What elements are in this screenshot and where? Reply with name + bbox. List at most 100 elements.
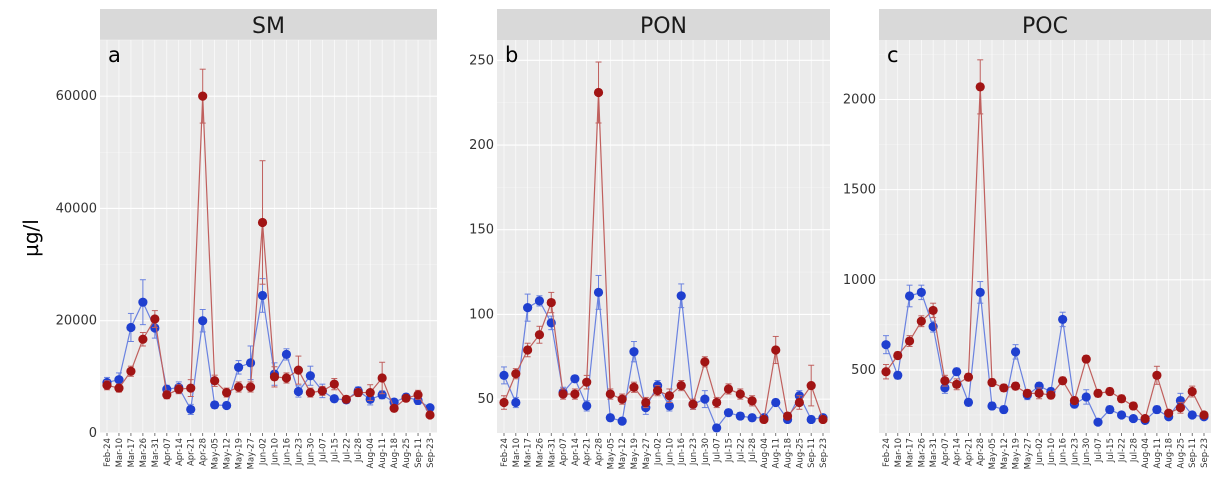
data-point (1164, 408, 1174, 418)
data-point (747, 413, 757, 423)
data-point (377, 390, 387, 400)
data-point (582, 377, 592, 387)
x-tick-label: Sep-11 (414, 438, 424, 468)
data-point (546, 297, 556, 308)
data-point (389, 403, 399, 413)
data-point (782, 411, 793, 421)
x-tick-label: Jun-16 (282, 438, 292, 466)
data-point (341, 394, 351, 404)
data-point (222, 400, 232, 411)
data-point (126, 322, 136, 333)
x-tick-label: Mar-26 (139, 438, 149, 467)
data-point (210, 400, 220, 410)
x-tick-label: Mar-26 (917, 438, 927, 467)
series-line (885, 86, 1205, 420)
panel-background (100, 40, 437, 433)
data-point (198, 316, 208, 326)
data-point (759, 414, 769, 425)
data-point (558, 389, 568, 399)
data-point (605, 389, 615, 399)
data-point (916, 287, 926, 297)
y-tick-label: 0 (89, 426, 97, 441)
x-tick-label: May-27 (642, 438, 652, 469)
data-point (1105, 404, 1115, 415)
x-tick-label: May-19 (1012, 438, 1022, 469)
data-point (499, 370, 509, 381)
data-point (605, 413, 615, 423)
data-point (1105, 386, 1115, 397)
x-tick-label: May-12 (223, 438, 233, 469)
x-tick-label: Apr-14 (175, 438, 185, 466)
data-point (174, 384, 184, 394)
data-point (1187, 386, 1197, 397)
facet-title: PON (640, 14, 687, 39)
y-tick-label: 40000 (56, 201, 97, 216)
data-point (582, 401, 592, 411)
x-tick-label: Mar-10 (115, 438, 125, 467)
x-tick-label: Jun-02 (259, 438, 269, 466)
data-point (1175, 403, 1186, 413)
data-point (401, 393, 411, 403)
facet-title: POC (1022, 14, 1068, 39)
x-tick-label: Mar-26 (535, 438, 545, 467)
data-point (771, 345, 781, 355)
data-point (523, 303, 533, 313)
series-line (503, 292, 824, 430)
x-tick-label: Apr-07 (163, 438, 173, 466)
x-tick-label: Mar-17 (524, 438, 534, 467)
y-tick-label: 100 (469, 307, 494, 322)
panel-letter: a (108, 43, 121, 67)
x-tick-label: Apr-28 (595, 438, 605, 466)
x-tick-label: May-05 (211, 438, 221, 469)
panel-background (497, 40, 830, 433)
x-tick-label: May-27 (247, 438, 257, 469)
data-point (1081, 354, 1091, 364)
data-point (1128, 401, 1138, 411)
data-point (329, 379, 339, 389)
data-point (425, 410, 435, 420)
x-tick-label: Apr-07 (941, 438, 951, 466)
y-tick-label: 2000 (843, 92, 876, 107)
data-point (1022, 388, 1032, 398)
x-tick-label: Mar-31 (151, 438, 161, 467)
data-point (210, 376, 220, 386)
data-point (257, 290, 268, 301)
data-point (102, 380, 112, 390)
data-point (1010, 381, 1021, 391)
y-tick-label: 1000 (843, 273, 876, 288)
data-point (723, 384, 734, 394)
data-point (963, 397, 974, 407)
data-point (293, 365, 304, 375)
x-tick-label: Mar-10 (894, 438, 904, 467)
x-tick-label: Jul-22 (736, 438, 746, 463)
data-point (723, 408, 734, 418)
data-point (794, 397, 804, 408)
data-point (1140, 413, 1150, 424)
data-point (1010, 347, 1021, 357)
data-point (712, 423, 722, 433)
data-point (570, 389, 580, 399)
data-point (377, 373, 387, 383)
data-point (987, 377, 997, 388)
facet-strip (879, 9, 1211, 40)
data-point (257, 217, 268, 228)
data-point (806, 414, 816, 425)
x-tick-label: Aug-04 (760, 438, 770, 468)
x-tick-label: May-19 (235, 438, 245, 469)
x-tick-label: Aug-25 (1176, 438, 1186, 468)
panel-background (879, 40, 1211, 433)
y-tick-label: 200 (469, 138, 494, 153)
x-tick-label: Aug-18 (1165, 438, 1175, 468)
data-point (881, 367, 891, 377)
data-point (162, 390, 172, 400)
data-point (534, 296, 545, 306)
data-point (664, 401, 675, 411)
data-point (629, 347, 639, 357)
data-point (150, 314, 160, 324)
y-tick-label: 1500 (843, 183, 876, 198)
x-tick-label: Aug-25 (402, 438, 412, 468)
data-point (1152, 404, 1162, 415)
data-point (365, 387, 375, 398)
